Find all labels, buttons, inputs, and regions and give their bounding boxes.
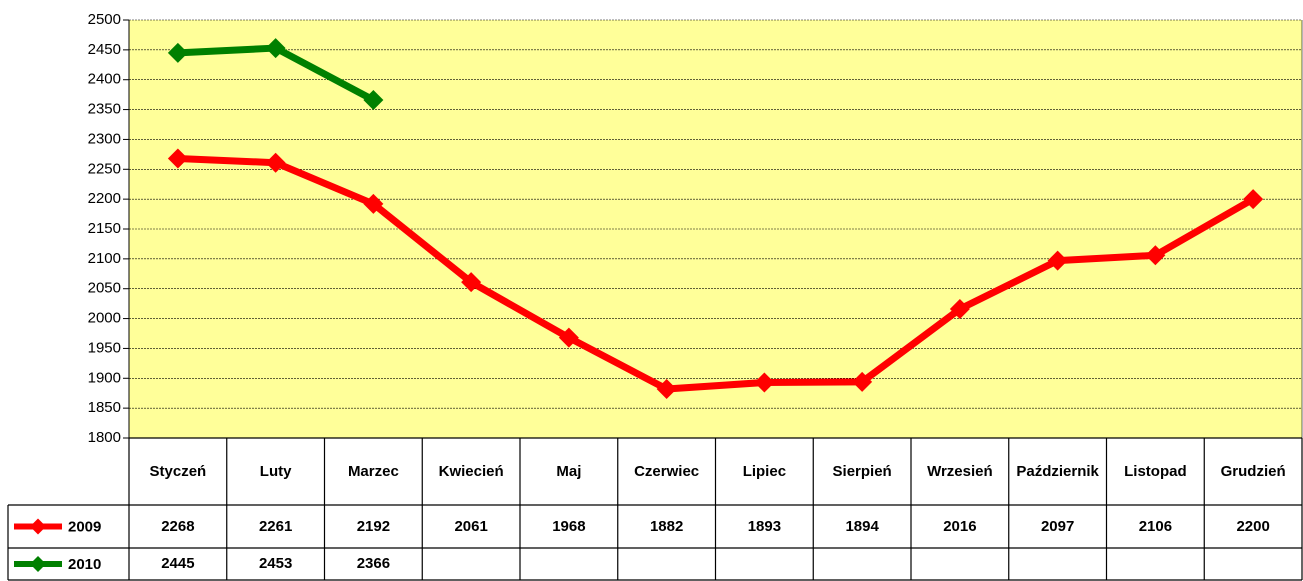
legend-marker bbox=[30, 518, 46, 535]
value-cell: 2200 bbox=[1236, 517, 1270, 535]
value-cell bbox=[1204, 548, 1302, 580]
value-cell bbox=[1107, 548, 1205, 580]
value-cell: 2261 bbox=[258, 517, 293, 535]
value-cell bbox=[618, 548, 716, 580]
value-cell bbox=[911, 548, 1009, 580]
value-cell bbox=[813, 548, 911, 580]
marker bbox=[656, 379, 677, 400]
category-cell: Wrzesień bbox=[927, 462, 993, 480]
value-cell: 2268 bbox=[161, 517, 195, 535]
value-cell: 2453 bbox=[258, 555, 293, 572]
category-cell: Maj bbox=[556, 462, 582, 480]
marker bbox=[265, 38, 286, 59]
legend-label: 2009 bbox=[68, 518, 101, 535]
value-cell: 2366 bbox=[356, 555, 391, 572]
marker bbox=[754, 372, 775, 393]
value-cell: 1968 bbox=[552, 517, 586, 535]
y-tick-label: 2050 bbox=[88, 280, 121, 297]
value-cell: 1894 bbox=[845, 517, 879, 535]
y-tick-label: 2100 bbox=[88, 250, 121, 267]
value-cell: 1893 bbox=[747, 517, 782, 535]
value-cell: 2061 bbox=[454, 517, 488, 535]
category-cell: Sierpień bbox=[832, 462, 892, 480]
y-tick-label: 2400 bbox=[88, 71, 121, 88]
category-cell: Marzec bbox=[347, 462, 399, 480]
marker bbox=[167, 148, 188, 169]
y-tick-label: 1800 bbox=[88, 429, 121, 446]
value-cell bbox=[716, 548, 814, 580]
value-cell bbox=[422, 548, 520, 580]
category-cell: Luty bbox=[259, 462, 292, 480]
marker bbox=[461, 272, 482, 293]
legend-label: 2010 bbox=[68, 556, 101, 573]
marker bbox=[167, 42, 188, 63]
category-cell: Grudzień bbox=[1220, 462, 1286, 480]
category-cell: Lipiec bbox=[742, 462, 787, 480]
value-cell bbox=[520, 548, 618, 580]
y-tick-label: 2250 bbox=[88, 160, 121, 177]
y-tick-label: 2000 bbox=[88, 310, 121, 327]
value-cell: 2097 bbox=[1040, 517, 1075, 535]
legend-marker bbox=[30, 556, 46, 572]
marker bbox=[1145, 245, 1166, 266]
marker bbox=[949, 299, 970, 320]
marker bbox=[265, 152, 286, 173]
marker bbox=[363, 193, 384, 214]
value-cell bbox=[1009, 548, 1107, 580]
value-cell: 1882 bbox=[649, 517, 684, 535]
y-tick-label: 1850 bbox=[88, 399, 121, 416]
category-cell: Styczeń bbox=[149, 462, 207, 480]
marker bbox=[852, 371, 873, 392]
y-tick-label: 2200 bbox=[88, 190, 121, 207]
category-cell: Październik bbox=[1016, 462, 1099, 480]
y-tick-label: 2450 bbox=[88, 41, 121, 58]
marker bbox=[1047, 250, 1068, 271]
y-tick-label: 2300 bbox=[88, 130, 121, 147]
value-cell: 2106 bbox=[1138, 517, 1173, 535]
value-cell: 2192 bbox=[356, 517, 391, 535]
y-tick-label: 1900 bbox=[88, 369, 121, 386]
category-cell: Kwiecień bbox=[438, 462, 504, 480]
y-tick-label: 2500 bbox=[88, 11, 121, 28]
marker bbox=[363, 90, 384, 111]
category-cell: Czerwiec bbox=[634, 462, 700, 480]
y-tick-label: 2150 bbox=[88, 220, 121, 237]
value-cell: 2016 bbox=[943, 517, 977, 535]
series-line bbox=[177, 155, 1255, 393]
value-cell: 2445 bbox=[161, 555, 195, 572]
y-tick-label: 2350 bbox=[88, 101, 121, 118]
marker bbox=[1243, 189, 1264, 210]
category-cell: Listopad bbox=[1124, 462, 1187, 480]
y-tick-label: 1950 bbox=[88, 339, 121, 356]
marker bbox=[558, 327, 579, 348]
